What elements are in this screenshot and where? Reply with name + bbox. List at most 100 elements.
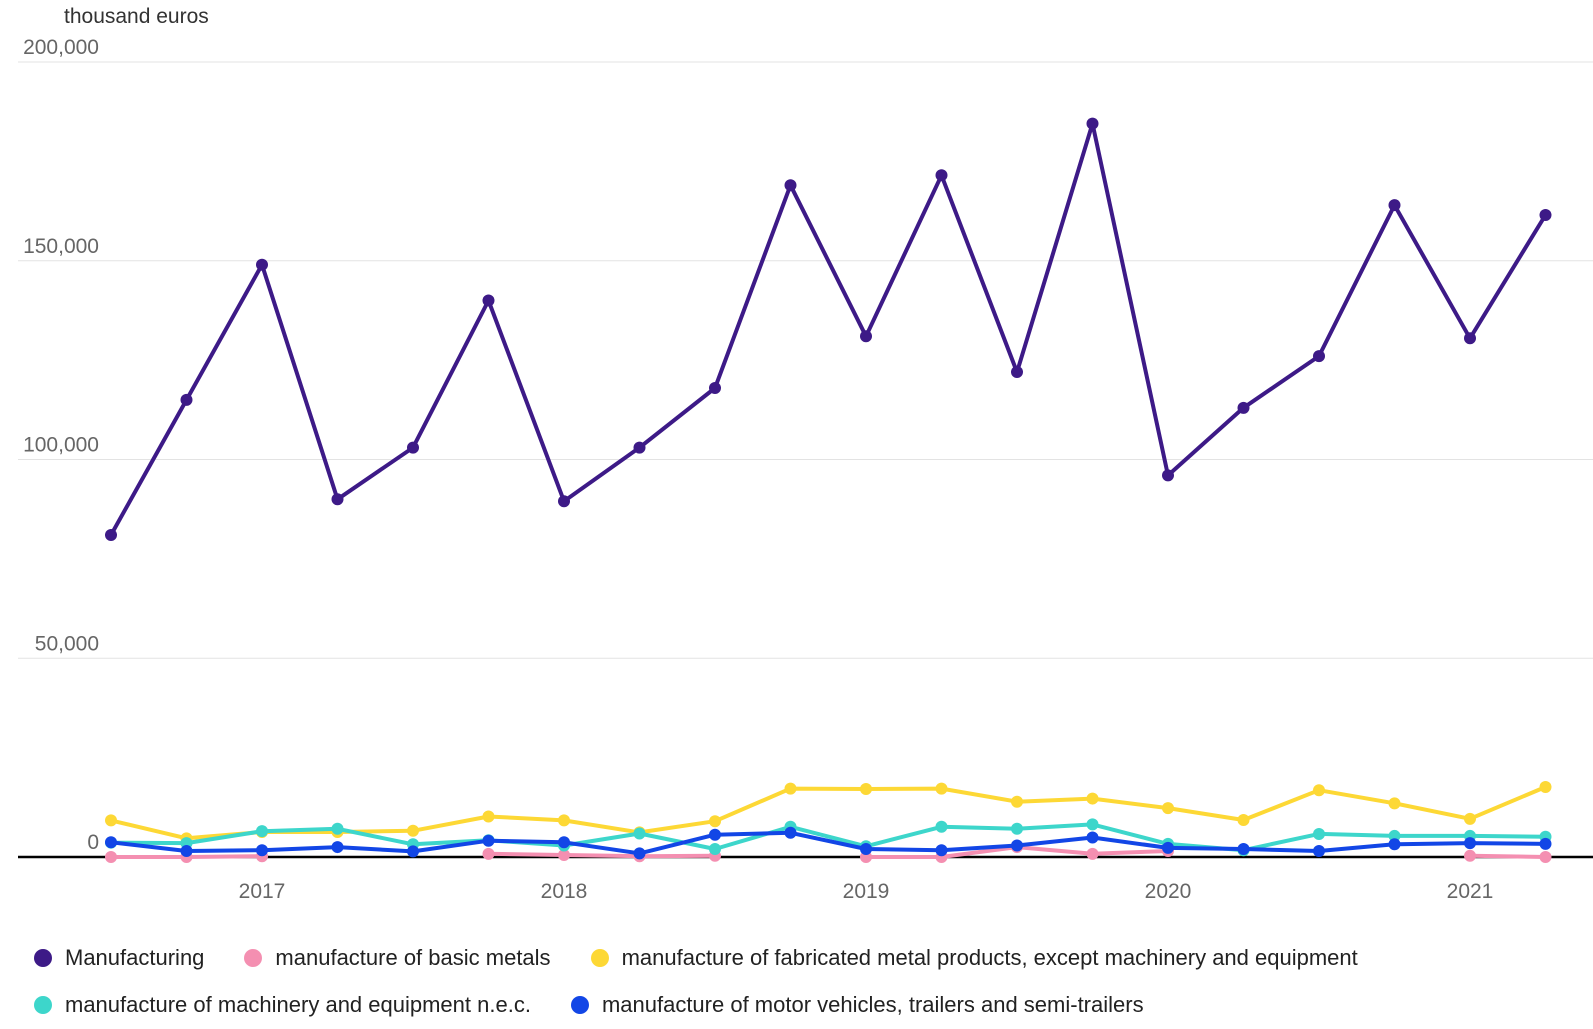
- data-point[interactable]: [1388, 199, 1401, 212]
- data-point[interactable]: [1313, 845, 1325, 858]
- data-point[interactable]: [1162, 469, 1174, 482]
- data-point[interactable]: [331, 822, 344, 835]
- data-point[interactable]: [256, 825, 268, 838]
- data-point[interactable]: [558, 849, 570, 862]
- data-point[interactable]: [105, 814, 117, 827]
- legend-item-fabricated-metal[interactable]: manufacture of fabricated metal products…: [590, 944, 1358, 971]
- y-tick-label: 150,000: [23, 235, 99, 258]
- data-point[interactable]: [1086, 831, 1099, 844]
- legend-dot-icon: [244, 948, 263, 967]
- y-tick-label: 50,000: [35, 632, 99, 655]
- data-point[interactable]: [1313, 350, 1325, 363]
- data-point[interactable]: [1086, 847, 1099, 860]
- legend-item-manufacturing[interactable]: Manufacturing: [34, 945, 204, 971]
- data-point[interactable]: [709, 828, 721, 841]
- data-point[interactable]: [256, 258, 268, 271]
- data-point[interactable]: [482, 294, 495, 307]
- series-line: [486, 851, 717, 859]
- data-point[interactable]: [1086, 117, 1099, 130]
- series-line: [109, 830, 1548, 856]
- data-point[interactable]: [1464, 849, 1476, 862]
- data-point[interactable]: [180, 845, 193, 858]
- data-point[interactable]: [1539, 209, 1552, 222]
- y-tick-label: 200,000: [23, 36, 99, 59]
- data-point[interactable]: [1237, 401, 1250, 414]
- x-tick-label: 2020: [1145, 880, 1192, 903]
- x-tick-label: 2017: [239, 880, 286, 903]
- data-point[interactable]: [1086, 818, 1099, 831]
- x-axis-ticks: 2017 2018 2019 2020 2021: [239, 880, 1494, 903]
- gridlines: [18, 61, 1593, 659]
- legend-dot-icon: [590, 948, 609, 967]
- legend-label: Manufacturing: [65, 944, 205, 970]
- data-point[interactable]: [1162, 841, 1174, 854]
- legend-item-machinery[interactable]: manufacture of machinery and equipment n…: [34, 992, 531, 1018]
- data-point[interactable]: [1011, 822, 1023, 835]
- data-point[interactable]: [1388, 838, 1401, 851]
- data-point[interactable]: [1313, 784, 1325, 797]
- data-point[interactable]: [1464, 812, 1476, 825]
- data-point[interactable]: [482, 847, 495, 860]
- data-point[interactable]: [935, 844, 948, 857]
- x-tick-label: 2019: [843, 880, 890, 903]
- legend-label: manufacture of fabricated metal products…: [621, 944, 1358, 970]
- data-point[interactable]: [1011, 839, 1023, 852]
- legend-label: manufacture of motor vehicles, trailers …: [601, 991, 1144, 1017]
- data-point[interactable]: [935, 782, 948, 795]
- data-point[interactable]: [1313, 827, 1325, 840]
- y-tick-label: 100,000: [23, 434, 99, 457]
- data-point[interactable]: [709, 381, 721, 394]
- data-point[interactable]: [1388, 797, 1401, 810]
- data-point[interactable]: [860, 783, 872, 796]
- data-point[interactable]: [1162, 802, 1174, 815]
- data-point[interactable]: [1539, 851, 1552, 863]
- data-point[interactable]: [407, 824, 419, 837]
- data-point[interactable]: [1237, 843, 1250, 856]
- legend-item-basic-metals[interactable]: manufacture of basic metals: [244, 944, 551, 971]
- data-point[interactable]: [482, 810, 495, 823]
- data-point[interactable]: [935, 169, 948, 182]
- data-point[interactable]: [180, 393, 193, 406]
- data-point[interactable]: [105, 836, 117, 849]
- data-point[interactable]: [256, 844, 268, 857]
- data-point[interactable]: [331, 841, 344, 854]
- data-point[interactable]: [558, 814, 570, 827]
- legend-dot-icon: [34, 948, 52, 967]
- data-point[interactable]: [331, 493, 344, 506]
- series-0: [105, 117, 1552, 542]
- data-point[interactable]: [1388, 829, 1401, 842]
- data-point[interactable]: [935, 820, 948, 833]
- data-point[interactable]: [633, 441, 646, 454]
- legend: Manufacturing manufacture of basic metal…: [34, 934, 1574, 1028]
- data-point[interactable]: [1011, 366, 1023, 379]
- data-point[interactable]: [633, 827, 646, 840]
- legend-item-motor-vehicles[interactable]: manufacture of motor vehicles, trailers …: [570, 991, 1144, 1018]
- data-point[interactable]: [105, 529, 117, 542]
- data-point[interactable]: [1539, 781, 1552, 794]
- data-point[interactable]: [784, 179, 797, 192]
- series-1: [105, 841, 1552, 863]
- data-point[interactable]: [784, 826, 797, 839]
- data-point[interactable]: [633, 847, 646, 860]
- legend-label: manufacture of machinery and equipment n…: [65, 991, 531, 1017]
- legend-label: manufacture of basic metals: [275, 944, 551, 970]
- data-point[interactable]: [1086, 792, 1099, 805]
- data-point[interactable]: [482, 834, 495, 847]
- data-point[interactable]: [1237, 814, 1250, 827]
- data-point[interactable]: [709, 815, 721, 828]
- data-point[interactable]: [1464, 332, 1476, 345]
- data-point[interactable]: [709, 843, 721, 856]
- data-point[interactable]: [1539, 837, 1552, 850]
- data-point[interactable]: [105, 851, 117, 863]
- data-point[interactable]: [860, 330, 872, 343]
- data-point[interactable]: [407, 441, 419, 454]
- data-point[interactable]: [784, 782, 797, 795]
- data-point[interactable]: [860, 843, 872, 856]
- data-point[interactable]: [558, 836, 570, 849]
- data-point[interactable]: [1011, 795, 1023, 808]
- series-line: [1468, 853, 1548, 859]
- data-point[interactable]: [407, 845, 419, 858]
- data-point[interactable]: [558, 495, 570, 508]
- data-point[interactable]: [1464, 837, 1476, 850]
